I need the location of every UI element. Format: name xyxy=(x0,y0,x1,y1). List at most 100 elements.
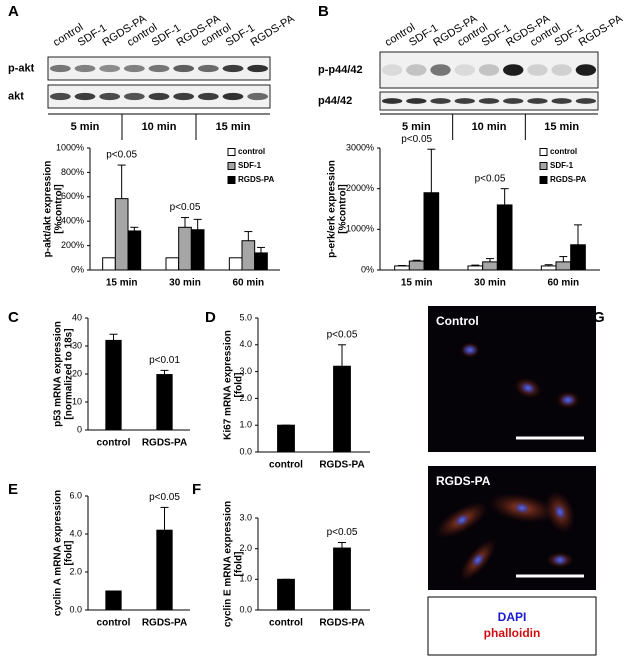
y-tick-label: 1.0 xyxy=(239,420,252,430)
nucleus xyxy=(455,514,469,526)
bar xyxy=(482,261,498,271)
row-label: p-p44/42 xyxy=(318,64,363,76)
y-tick-label: 200% xyxy=(61,240,84,250)
bar xyxy=(127,230,142,271)
annotation: p<0.05 xyxy=(475,173,506,184)
error-bar xyxy=(130,226,139,231)
x-tick-label: RGDS-PA xyxy=(319,618,364,629)
y-axis-label: cyclin A mRNA expression xyxy=(53,490,64,616)
time-label: 10 min xyxy=(142,121,177,133)
legend-label: SDF-1 xyxy=(238,161,262,170)
blot-band xyxy=(197,92,219,101)
y-tick-label: 0.0 xyxy=(239,604,252,614)
bar xyxy=(277,424,295,453)
x-tick-label: 30 min xyxy=(169,278,201,289)
error-bar xyxy=(193,218,202,230)
error-bar xyxy=(117,164,126,199)
x-tick-label: control xyxy=(269,460,303,471)
y-tick-label: 800% xyxy=(61,167,84,177)
bar xyxy=(277,578,295,611)
panel-label: C xyxy=(8,309,19,326)
time-label: 15 min xyxy=(544,121,579,133)
nucleus xyxy=(561,395,575,405)
bar xyxy=(570,244,586,271)
error-bar xyxy=(574,224,582,245)
y-tick-label: 0 xyxy=(77,424,82,434)
error-bar xyxy=(412,259,421,262)
y-tick-label: 20 xyxy=(72,368,82,378)
bar xyxy=(394,265,410,271)
y-axis-label: [normalized to 18s] xyxy=(64,328,75,419)
bar xyxy=(555,261,572,271)
blot-band xyxy=(197,64,219,73)
y-tick-label: 3.0 xyxy=(239,512,252,522)
error-bar xyxy=(338,542,346,549)
x-tick-label: 60 min xyxy=(232,278,264,289)
y-tick-label: 3000% xyxy=(346,142,374,152)
blot-band xyxy=(99,92,121,101)
bar xyxy=(156,374,173,431)
legend-swatch xyxy=(539,162,548,170)
time-label: 5 min xyxy=(71,121,100,133)
blot-band xyxy=(247,92,269,101)
error-bar xyxy=(181,217,189,228)
blot-band xyxy=(478,64,500,76)
panel-label: A xyxy=(8,3,19,20)
nucleus xyxy=(554,505,566,519)
y-axis-label: [%control] xyxy=(54,184,65,233)
blot-band xyxy=(430,98,451,104)
error-bar xyxy=(244,231,253,241)
bar xyxy=(228,257,243,271)
bar xyxy=(114,198,129,271)
blot-band xyxy=(222,92,244,101)
blot-band xyxy=(173,92,195,101)
error-bar xyxy=(544,264,553,266)
error-bar xyxy=(338,344,346,367)
x-tick-label: 60 min xyxy=(547,278,579,289)
y-tick-label: 2000% xyxy=(346,183,374,193)
micrograph-label: Control xyxy=(436,314,479,328)
annotation: p<0.05 xyxy=(401,134,432,145)
legend-label: control xyxy=(550,147,577,156)
y-tick-label: 1.0 xyxy=(239,574,252,584)
bar xyxy=(467,265,484,271)
legend-swatch xyxy=(227,176,236,184)
x-tick-label: 15 min xyxy=(401,278,433,289)
y-tick-label: 0% xyxy=(361,264,374,274)
bar xyxy=(333,365,351,453)
bar xyxy=(156,529,173,611)
blot-strip xyxy=(379,51,599,89)
blot-band xyxy=(148,92,170,101)
row-label: akt xyxy=(8,90,24,102)
y-tick-label: 6.0 xyxy=(69,490,82,500)
y-tick-label: 1000% xyxy=(346,224,374,234)
error-bar xyxy=(160,506,169,531)
blot-band xyxy=(222,64,244,73)
blot-band xyxy=(381,98,403,104)
y-tick-label: 1000% xyxy=(56,142,84,152)
error-bar xyxy=(471,264,480,266)
blot-band xyxy=(49,64,71,73)
bar xyxy=(105,590,122,611)
blot-band xyxy=(575,98,597,104)
row-label: p-akt xyxy=(8,62,35,74)
x-tick-label: control xyxy=(97,438,131,449)
y-tick-label: 4.0 xyxy=(69,528,82,538)
blot-band xyxy=(123,92,145,101)
panel-label: G xyxy=(593,309,605,326)
bar xyxy=(178,226,192,271)
blot-band xyxy=(478,98,500,104)
blot-band xyxy=(123,64,145,73)
y-axis-label: cyclin E mRNA expression xyxy=(223,501,234,627)
panel-label: E xyxy=(8,481,18,498)
time-label: 10 min xyxy=(472,121,507,133)
blot-band xyxy=(575,64,597,76)
blot-band xyxy=(454,98,475,104)
bar xyxy=(190,229,205,271)
y-axis-label: p53 mRNA expression xyxy=(53,321,64,427)
blot-band xyxy=(99,64,121,73)
nucleus xyxy=(463,345,477,355)
y-tick-label: 3.0 xyxy=(239,366,252,376)
legend-swatch xyxy=(227,162,236,170)
y-tick-label: 0.0 xyxy=(69,604,82,614)
